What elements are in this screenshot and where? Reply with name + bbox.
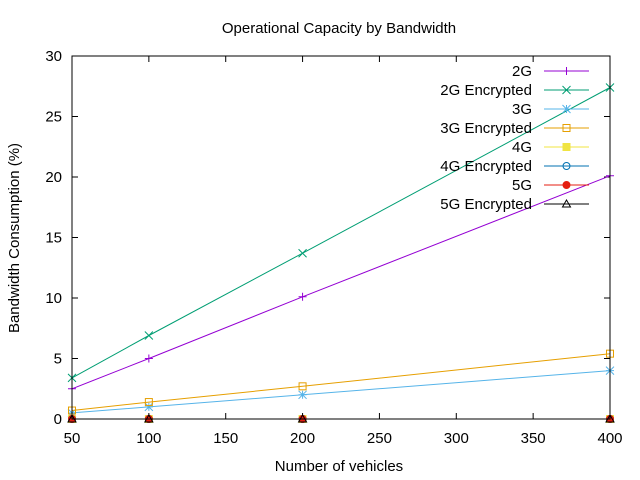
series-line bbox=[71, 175, 611, 390]
legend-marker bbox=[562, 124, 571, 132]
legend-marker bbox=[562, 67, 571, 75]
series-2g-encrypted bbox=[67, 83, 615, 383]
y-tick-label: 30 bbox=[45, 48, 62, 65]
series-3g bbox=[67, 366, 615, 418]
x-axis-label: Number of vehicles bbox=[275, 458, 403, 475]
data-point bbox=[298, 248, 307, 258]
legend-marker bbox=[562, 85, 571, 95]
series-line bbox=[71, 353, 611, 411]
legend: 2G 2G Encrypted 3G 3G Encrypted 4G 4G Encrypt… bbox=[440, 63, 589, 213]
legend-marker bbox=[562, 162, 571, 170]
legend-label: 5G bbox=[512, 177, 532, 194]
x-tick-label: 400 bbox=[597, 430, 622, 447]
x-tick-label: 100 bbox=[136, 430, 161, 447]
legend-label: 2G Encrypted bbox=[440, 82, 532, 99]
y-tick-label: 10 bbox=[45, 290, 62, 307]
series-3g-encrypted bbox=[68, 349, 614, 415]
x-tick-label: 250 bbox=[367, 430, 392, 447]
legend-entry: 5G bbox=[512, 177, 589, 194]
x-tick-label: 150 bbox=[213, 430, 238, 447]
plot-frame bbox=[71, 55, 611, 420]
legend-entry: 5G Encrypted bbox=[440, 196, 589, 213]
legend-label: 4G bbox=[512, 139, 532, 156]
y-tick-label: 5 bbox=[54, 351, 62, 368]
axis-ticks: 0 5 10 15 20 25 30 50 100 150 200 250 300 350 400 bbox=[45, 48, 622, 447]
y-tick-label: 25 bbox=[45, 109, 62, 126]
legend-entry: 2G Encrypted bbox=[440, 82, 589, 99]
x-tick-label: 350 bbox=[521, 430, 546, 447]
legend-marker bbox=[561, 198, 572, 208]
x-tick-label: 300 bbox=[444, 430, 469, 447]
legend-entry: 4G bbox=[512, 139, 589, 156]
legend-marker bbox=[562, 104, 571, 114]
x-tick-label: 50 bbox=[64, 430, 81, 447]
data-point bbox=[144, 398, 153, 407]
legend-entry: 3G Encrypted bbox=[440, 120, 589, 137]
y-axis-label: Bandwidth Consumption (%) bbox=[6, 143, 23, 333]
series-line bbox=[71, 370, 611, 414]
legend-label: 3G Encrypted bbox=[440, 120, 532, 137]
y-tick-label: 15 bbox=[45, 230, 62, 247]
chart-title: Operational Capacity by Bandwidth bbox=[222, 20, 456, 37]
legend-entry: 3G bbox=[512, 101, 589, 118]
y-tick-label: 20 bbox=[45, 169, 62, 186]
legend-entry: 4G Encrypted bbox=[440, 158, 589, 175]
y-tick-label: 0 bbox=[54, 411, 62, 428]
data-point bbox=[298, 382, 307, 391]
series-layer bbox=[67, 83, 615, 423]
data-point bbox=[298, 390, 307, 400]
legend-marker bbox=[562, 143, 571, 151]
legend-marker bbox=[562, 181, 571, 189]
x-tick-label: 200 bbox=[290, 430, 315, 447]
series-line bbox=[71, 87, 611, 379]
series-2g bbox=[68, 171, 614, 393]
legend-label: 3G bbox=[512, 101, 532, 118]
data-point bbox=[298, 292, 307, 301]
data-point bbox=[144, 354, 153, 363]
legend-label: 4G Encrypted bbox=[440, 158, 532, 175]
legend-label: 5G Encrypted bbox=[440, 196, 532, 213]
data-point bbox=[144, 331, 154, 340]
data-point bbox=[144, 402, 154, 412]
legend-label: 2G bbox=[512, 63, 532, 80]
legend-entry: 2G bbox=[512, 63, 589, 80]
